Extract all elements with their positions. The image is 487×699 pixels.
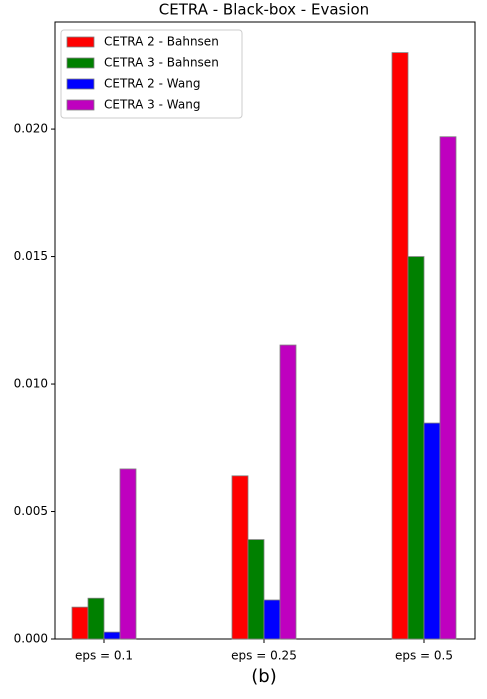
bar <box>231 475 249 640</box>
x-tick-label: eps = 0.25 <box>231 649 297 663</box>
legend-box <box>60 29 243 119</box>
bar <box>263 599 281 640</box>
bar <box>391 52 409 640</box>
y-tick-label: 0.000 <box>14 632 48 646</box>
bar <box>423 422 441 640</box>
legend-label: CETRA 2 - Wang <box>104 77 200 91</box>
caption: (b) <box>251 666 276 687</box>
legend-label: CETRA 2 - Bahnsen <box>104 35 219 49</box>
legend-swatch <box>66 99 95 111</box>
bar <box>279 344 297 640</box>
y-tick-label: 0.015 <box>14 249 48 263</box>
legend-swatch <box>66 57 95 69</box>
bar <box>439 136 457 640</box>
bar <box>119 468 137 640</box>
legend-label: CETRA 3 - Wang <box>104 98 200 112</box>
y-tick-label: 0.020 <box>14 122 48 136</box>
bar <box>407 256 425 640</box>
legend-swatch <box>66 36 95 48</box>
chart-title: CETRA - Black-box - Evasion <box>159 1 369 19</box>
x-tick-label: eps = 0.5 <box>395 649 453 663</box>
x-tick-label: eps = 0.1 <box>75 649 133 663</box>
y-tick-label: 0.010 <box>14 377 48 391</box>
y-tick-label: 0.005 <box>14 504 48 518</box>
bar <box>247 539 265 640</box>
legend-swatch <box>66 78 95 90</box>
bar <box>103 631 121 640</box>
bar <box>71 606 89 640</box>
bar <box>87 597 105 640</box>
legend-label: CETRA 3 - Bahnsen <box>104 56 219 70</box>
